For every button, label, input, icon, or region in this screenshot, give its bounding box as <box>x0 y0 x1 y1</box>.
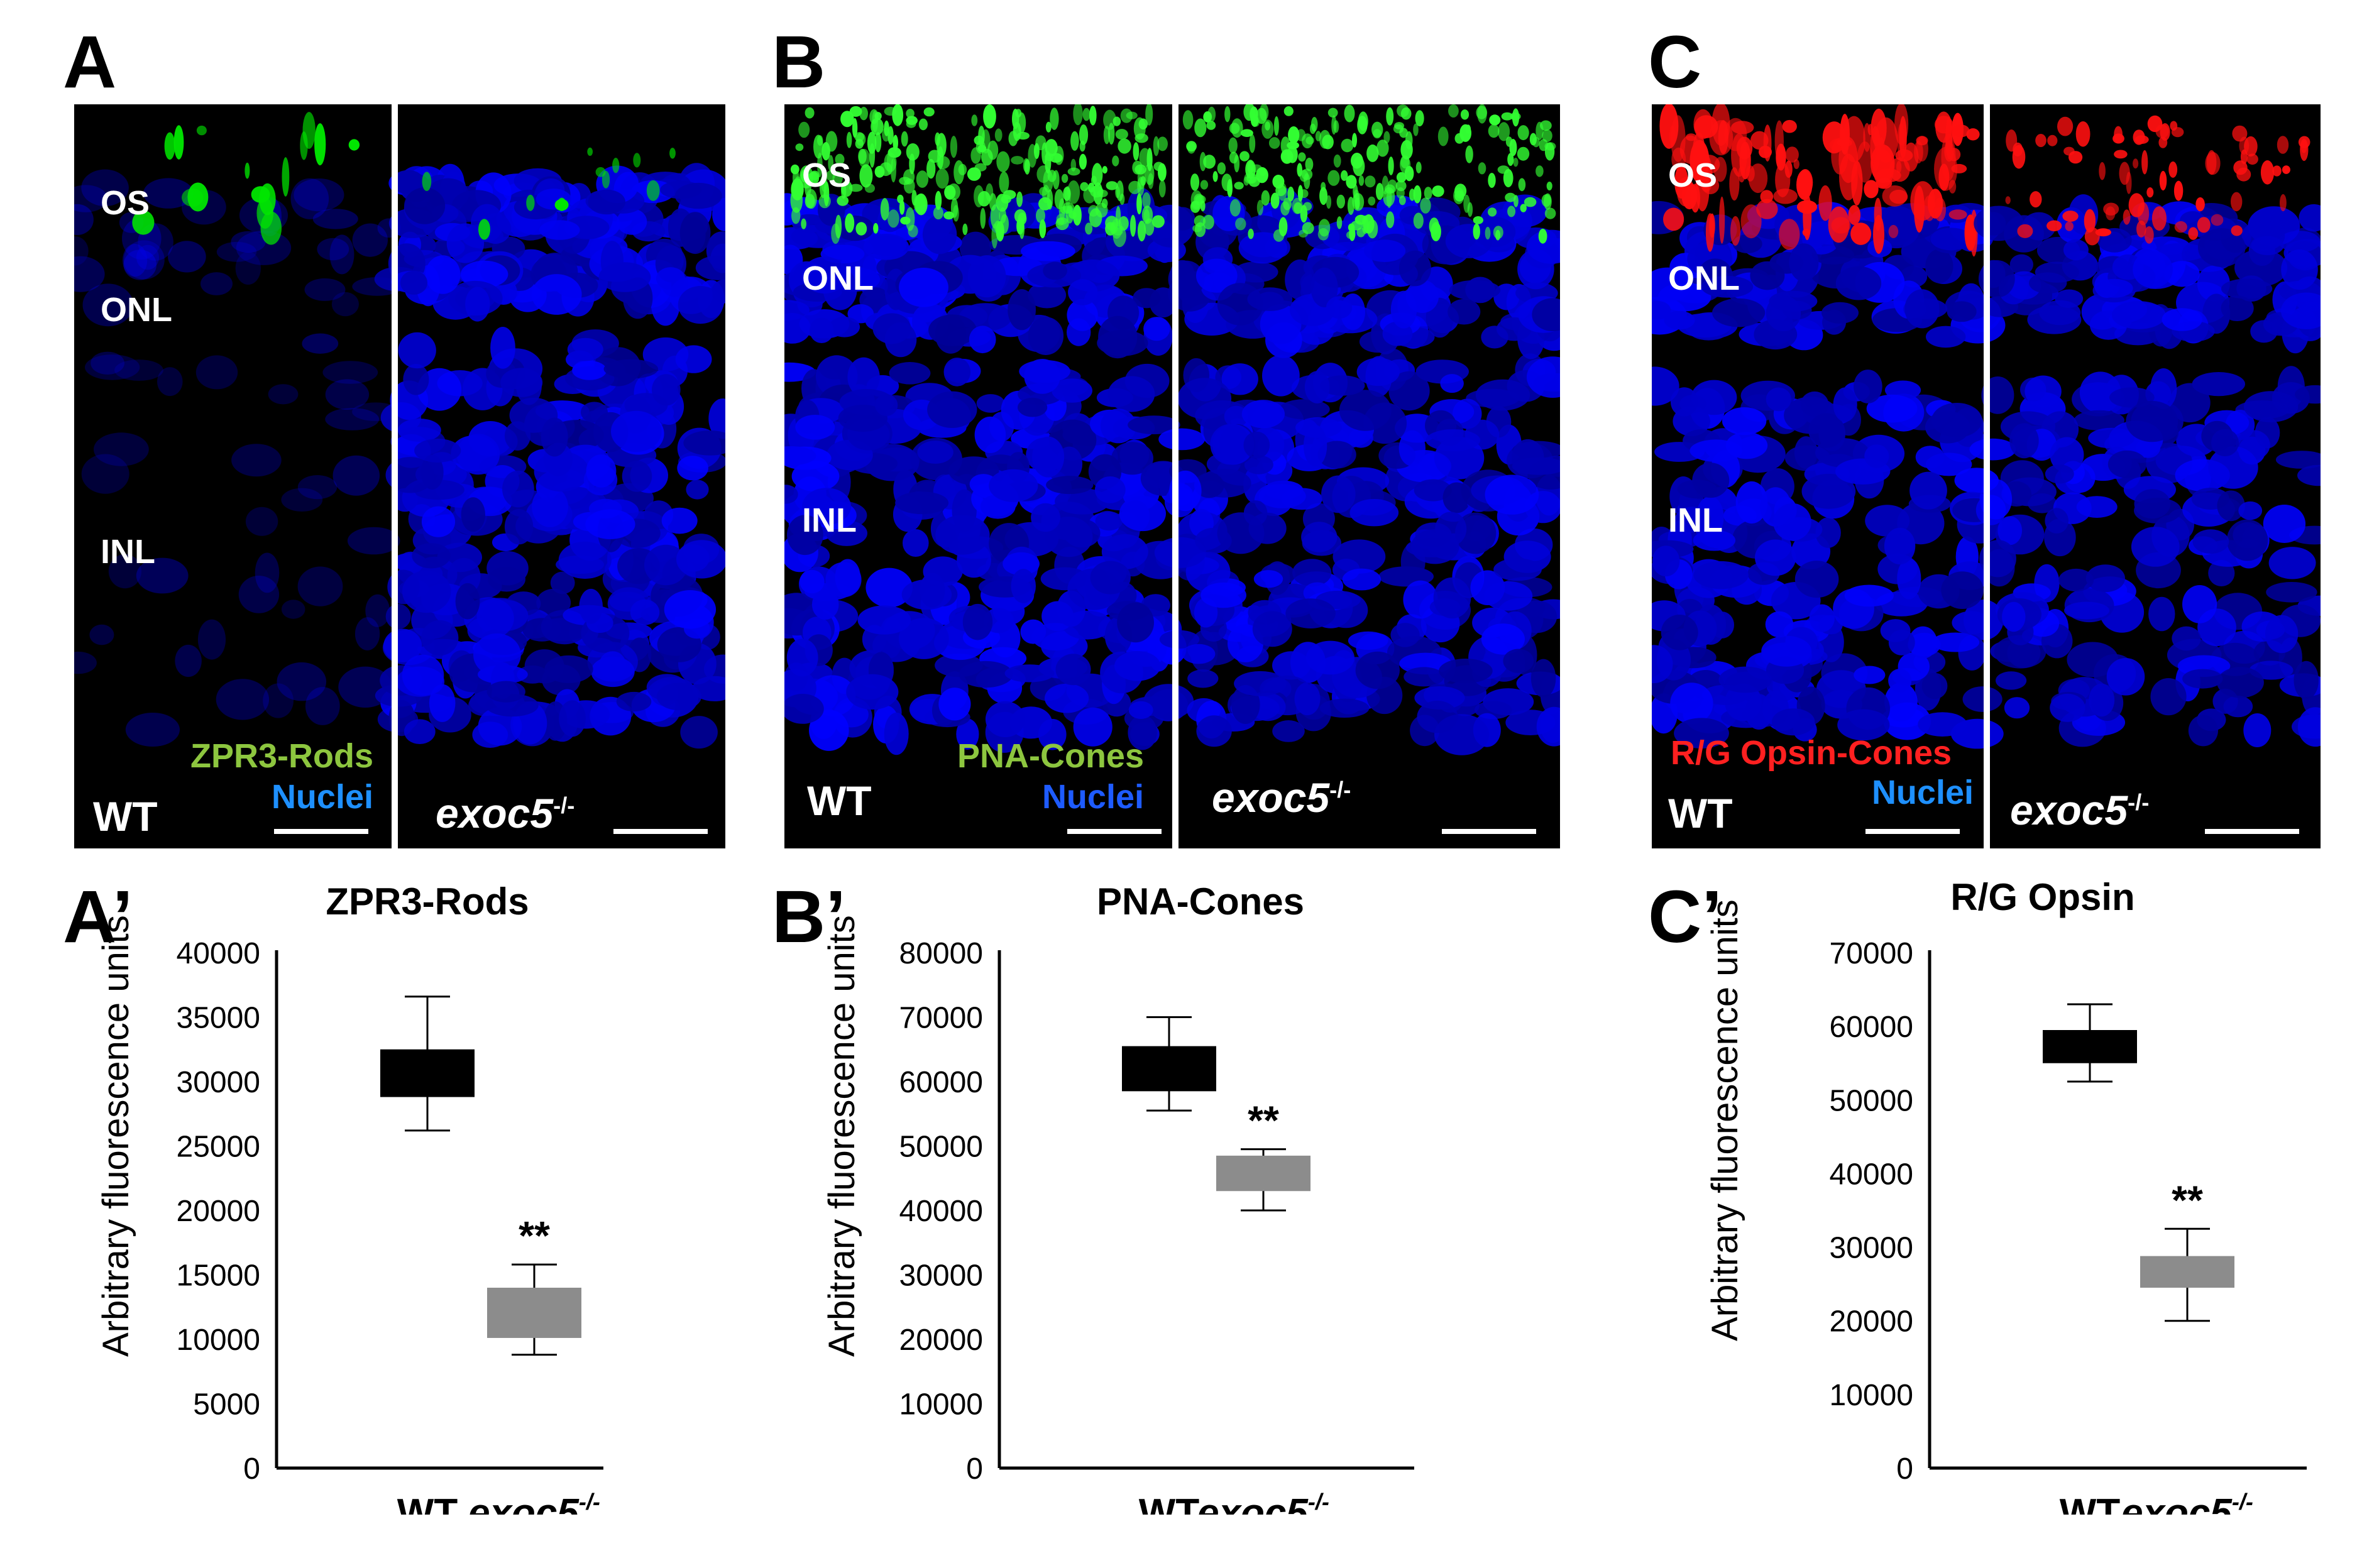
y-tick-label: 0 <box>966 1452 983 1486</box>
panel-divider <box>392 104 398 848</box>
significance-marker: ** <box>2172 1177 2203 1222</box>
x-tick-label: WT <box>2060 1491 2121 1515</box>
condition-mutant: exoc5-/- <box>1212 774 1351 821</box>
stain-label: PNA-Cones <box>957 737 1144 775</box>
condition-wt: WT <box>807 777 872 824</box>
y-tick-label: 20000 <box>1830 1305 1913 1339</box>
y-tick-label: 70000 <box>1830 937 1913 970</box>
y-tick-label: 60000 <box>899 1066 983 1099</box>
y-tick-label: 30000 <box>1830 1232 1913 1265</box>
panel-label-a: A <box>63 21 117 104</box>
y-tick-label: 70000 <box>899 1002 983 1035</box>
chart-label-b-prime: B’ <box>772 875 846 958</box>
box <box>1122 1046 1216 1092</box>
panel-label-c: C <box>1648 21 1702 104</box>
condition-mutant: exoc5-/- <box>2010 787 2150 833</box>
micrograph-a: OS ONL INL ZPR3-Rods Nuclei WT exoc5-/- <box>74 104 725 848</box>
panel-divider <box>1984 104 1990 848</box>
chart-label-c-prime: C’ <box>1648 875 1722 958</box>
nuclei-label: Nuclei <box>271 778 373 816</box>
x-tick-label: WT <box>1139 1491 1200 1515</box>
x-tick-label: WT <box>397 1491 458 1515</box>
micrograph-b: OS ONL INL PNA-Cones Nuclei WT exoc5-/- <box>784 104 1560 848</box>
y-tick-label: 40000 <box>177 937 260 970</box>
y-tick-label: 40000 <box>1830 1158 1913 1191</box>
layer-label-inl: INL <box>802 502 857 539</box>
layer-label-onl: ONL <box>1668 260 1740 297</box>
x-tick-label: exoc5-/- <box>1197 1489 1329 1515</box>
box <box>2140 1256 2234 1288</box>
box <box>1216 1155 1310 1192</box>
y-tick-label: 50000 <box>1830 1084 1913 1117</box>
nuclei-label: Nuclei <box>1041 778 1144 816</box>
y-tick-label: 15000 <box>177 1259 260 1293</box>
panel-label-b: B <box>772 21 826 104</box>
y-tick-label: 20000 <box>899 1324 983 1357</box>
y-tick-label: 30000 <box>899 1259 983 1293</box>
micrograph-b-image <box>784 104 1560 755</box>
y-tick-label: 30000 <box>177 1066 260 1099</box>
layer-label-onl: ONL <box>101 291 172 329</box>
y-tick-label: 20000 <box>177 1195 260 1228</box>
x-tick-label: exoc5-/- <box>468 1489 600 1515</box>
scale-bar <box>274 829 368 834</box>
y-tick-label: 10000 <box>899 1388 983 1422</box>
y-tick-label: 0 <box>1896 1452 1913 1486</box>
significance-marker: ** <box>1248 1098 1279 1143</box>
y-tick-label: 10000 <box>177 1324 260 1357</box>
layer-label-inl: INL <box>1668 502 1723 539</box>
y-tick-label: 5000 <box>193 1388 260 1422</box>
layer-label-os: OS <box>1668 156 1718 194</box>
box <box>487 1288 581 1338</box>
scale-bar <box>2205 829 2299 834</box>
box-plot-b: 0 10000 20000 30000 40000 50000 60000 70000 8000… <box>899 937 1414 1515</box>
layer-label-inl: INL <box>101 533 155 571</box>
y-tick-label: 0 <box>243 1452 260 1486</box>
box <box>380 1049 475 1097</box>
layer-label-onl: ONL <box>802 260 874 297</box>
y-tick-label: 25000 <box>177 1131 260 1164</box>
y-tick-label: 10000 <box>1830 1379 1913 1412</box>
nuclei-label: Nuclei <box>1871 774 1974 811</box>
condition-mutant: exoc5-/- <box>436 790 575 836</box>
condition-wt: WT <box>93 793 158 840</box>
condition-wt: WT <box>1668 790 1733 836</box>
chart-title: PNA-Cones <box>1096 880 1305 923</box>
micrograph-c-image <box>1652 104 2321 749</box>
scale-bar <box>1442 829 1536 834</box>
panel-divider <box>1172 104 1178 848</box>
x-tick-label: exoc5-/- <box>2121 1489 2253 1515</box>
chart-title: ZPR3-Rods <box>326 880 529 923</box>
y-tick-label: 60000 <box>1830 1011 1913 1044</box>
layer-label-os: OS <box>101 184 150 222</box>
micrograph-c: OS ONL INL R/G Opsin-Cones Nuclei WT exo… <box>1652 104 2321 848</box>
chart-label-a-prime: A’ <box>63 875 133 958</box>
y-axis-label: Arbitrary fluorescence units <box>1705 899 1745 1341</box>
layer-label-os: OS <box>802 156 852 194</box>
scale-bar <box>1067 829 1162 834</box>
y-tick-label: 80000 <box>899 937 983 970</box>
y-tick-label: 50000 <box>899 1131 983 1164</box>
box-plot-a: 0 5000 10000 15000 20000 25000 30000 35000 40000… <box>177 937 603 1515</box>
scale-bar <box>613 829 708 834</box>
scale-bar <box>1865 829 1960 834</box>
box <box>2043 1030 2137 1063</box>
significance-marker: ** <box>519 1213 550 1258</box>
y-tick-label: 40000 <box>899 1195 983 1228</box>
stain-label: ZPR3-Rods <box>190 737 373 775</box>
stain-label: R/G Opsin-Cones <box>1671 734 1952 772</box>
micrograph-a-image <box>74 112 725 749</box>
y-tick-label: 35000 <box>177 1002 260 1035</box>
box-plot-c: 0 10000 20000 30000 40000 50000 60000 70000 WT ex… <box>1830 937 2307 1515</box>
chart-title: R/G Opsin <box>1950 876 2135 918</box>
